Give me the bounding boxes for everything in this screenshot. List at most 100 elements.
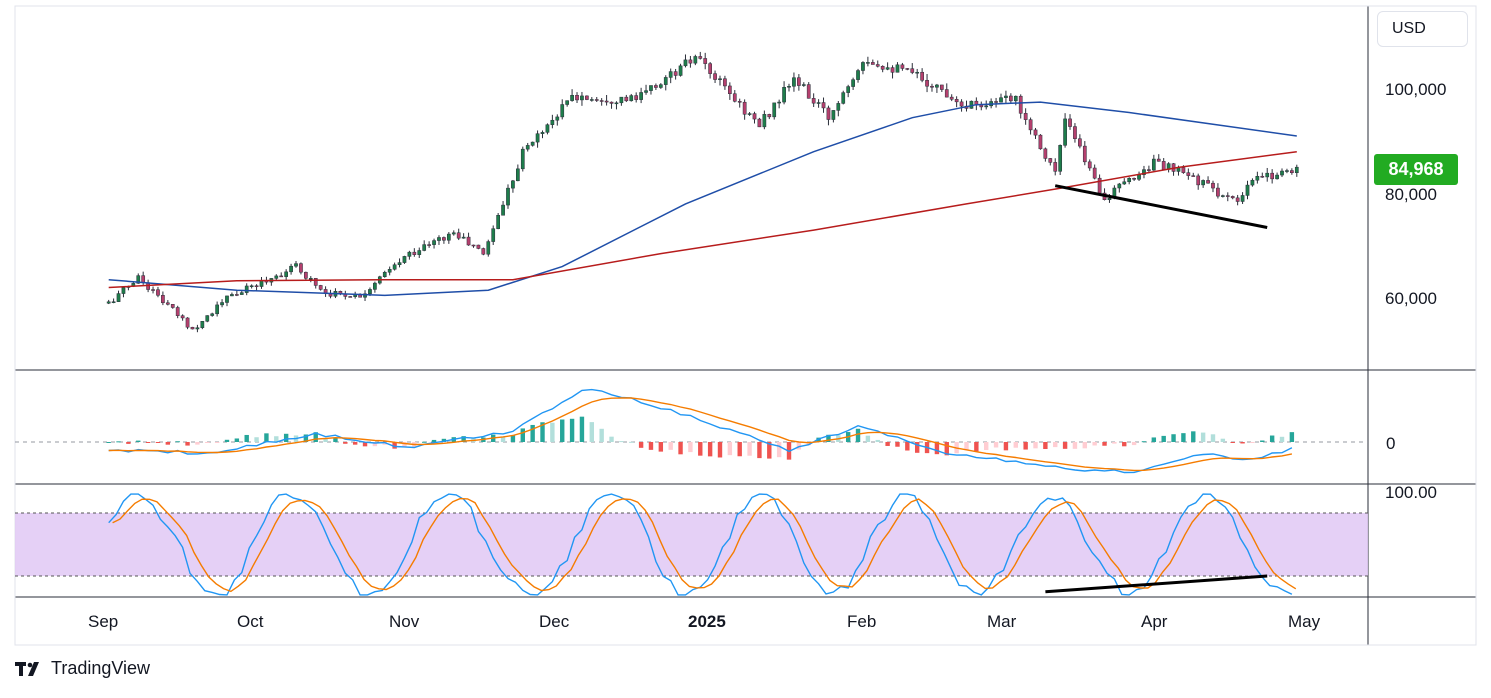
candle-down — [910, 68, 915, 73]
candle-up — [308, 277, 313, 280]
macd-hist-bar — [707, 442, 713, 457]
candle-down — [604, 100, 609, 103]
candle-up — [1275, 174, 1279, 180]
candle-down — [723, 78, 727, 87]
candle-up — [422, 244, 427, 251]
macd-hist-bar — [126, 442, 131, 444]
candle-up — [550, 119, 555, 125]
macd-hist-bar — [629, 441, 634, 443]
candle-up — [402, 256, 407, 263]
macd-hist-bar — [520, 428, 525, 442]
candle-down — [1023, 113, 1028, 120]
macd-hist-bar — [333, 438, 338, 442]
macd-hist-bar — [885, 442, 890, 446]
candle-up — [1151, 158, 1156, 171]
macd-hist-bar — [185, 442, 190, 446]
macd-hist-bar — [175, 441, 180, 443]
candle-down — [412, 251, 417, 255]
candle-up — [885, 67, 890, 70]
macd-hist-bar — [402, 442, 407, 448]
candle-up — [496, 215, 500, 229]
macd-hist-bar — [737, 442, 742, 457]
brand-name: TradingView — [51, 658, 151, 678]
macd-hist-bar — [382, 442, 387, 445]
candle-up — [506, 187, 510, 206]
candle-up — [792, 77, 796, 87]
candle-up — [1058, 145, 1063, 172]
candle-down — [299, 263, 303, 273]
macd-hist-bar — [540, 422, 545, 442]
candle-up — [520, 148, 525, 170]
candle-up — [106, 301, 111, 304]
currency-selector[interactable]: USD — [1377, 11, 1468, 47]
candle-up — [249, 285, 254, 288]
candle-up — [446, 233, 451, 241]
candle-down — [673, 71, 678, 76]
candle-up — [644, 90, 648, 93]
macd-hist-bar — [1260, 440, 1265, 442]
candle-down — [1206, 180, 1210, 184]
stoch-band — [15, 513, 1368, 576]
macd-hist-bar — [264, 433, 269, 442]
candle-down — [1033, 129, 1038, 136]
candle-up — [1245, 184, 1250, 196]
ma-slow-line — [108, 150, 1297, 289]
candle-down — [1156, 158, 1161, 162]
candle-up — [1221, 195, 1225, 197]
macd-hist-bar — [609, 436, 614, 442]
candle-down — [1260, 175, 1265, 178]
candle-up — [1142, 169, 1146, 175]
candle-up — [782, 87, 786, 103]
candle-down — [427, 244, 431, 246]
candle-down — [471, 244, 476, 247]
candle-down — [609, 101, 614, 104]
macd-signal-line — [108, 397, 1293, 472]
candle-up — [1013, 95, 1018, 102]
candle-down — [180, 315, 185, 319]
candle-up — [244, 285, 249, 293]
macd-hist-bar — [1062, 442, 1068, 449]
candle-down — [821, 102, 826, 109]
brand[interactable]: TradingView — [15, 658, 150, 679]
macd-hist-bar — [1269, 435, 1275, 442]
candle-down — [880, 65, 885, 70]
candle-down — [875, 64, 880, 67]
x-tick-feb: Feb — [847, 612, 876, 631]
macd-hist-bar — [313, 432, 318, 442]
candle-down — [1048, 158, 1053, 163]
candle-up — [747, 113, 752, 115]
macd-hist-bar — [1082, 442, 1088, 449]
candle-down — [175, 307, 180, 316]
macd-hist-bar — [1191, 431, 1196, 442]
macd-hist-bar — [1240, 442, 1245, 444]
candle-down — [1068, 118, 1072, 127]
tradingview-logo-icon — [15, 661, 39, 676]
candle-down — [1038, 134, 1043, 150]
macd-hist-bar — [283, 433, 289, 442]
candle-up — [540, 132, 545, 134]
candle-down — [313, 277, 318, 286]
candle-down — [1018, 95, 1023, 114]
candle-down — [905, 68, 910, 70]
candle-up — [668, 71, 673, 78]
candle-down — [954, 99, 959, 103]
macd-hist-bar — [303, 434, 309, 442]
candle-down — [713, 73, 717, 80]
macd-hist-bar — [224, 439, 230, 442]
candle-down — [806, 84, 811, 99]
macd-hist-bar — [155, 442, 161, 443]
candle-down — [1186, 172, 1191, 176]
price-trendline — [1054, 184, 1268, 229]
candle-down — [1216, 187, 1220, 197]
candle-down — [732, 93, 737, 102]
candle-up — [511, 180, 515, 189]
candle-up — [1201, 180, 1205, 186]
candle-up — [1265, 172, 1270, 178]
candle-up — [397, 262, 402, 265]
candle-up — [580, 95, 584, 101]
candle-down — [156, 289, 160, 296]
x-tick-sep: Sep — [88, 612, 118, 631]
macd-hist-bar — [757, 442, 762, 459]
candle-down — [994, 101, 998, 103]
